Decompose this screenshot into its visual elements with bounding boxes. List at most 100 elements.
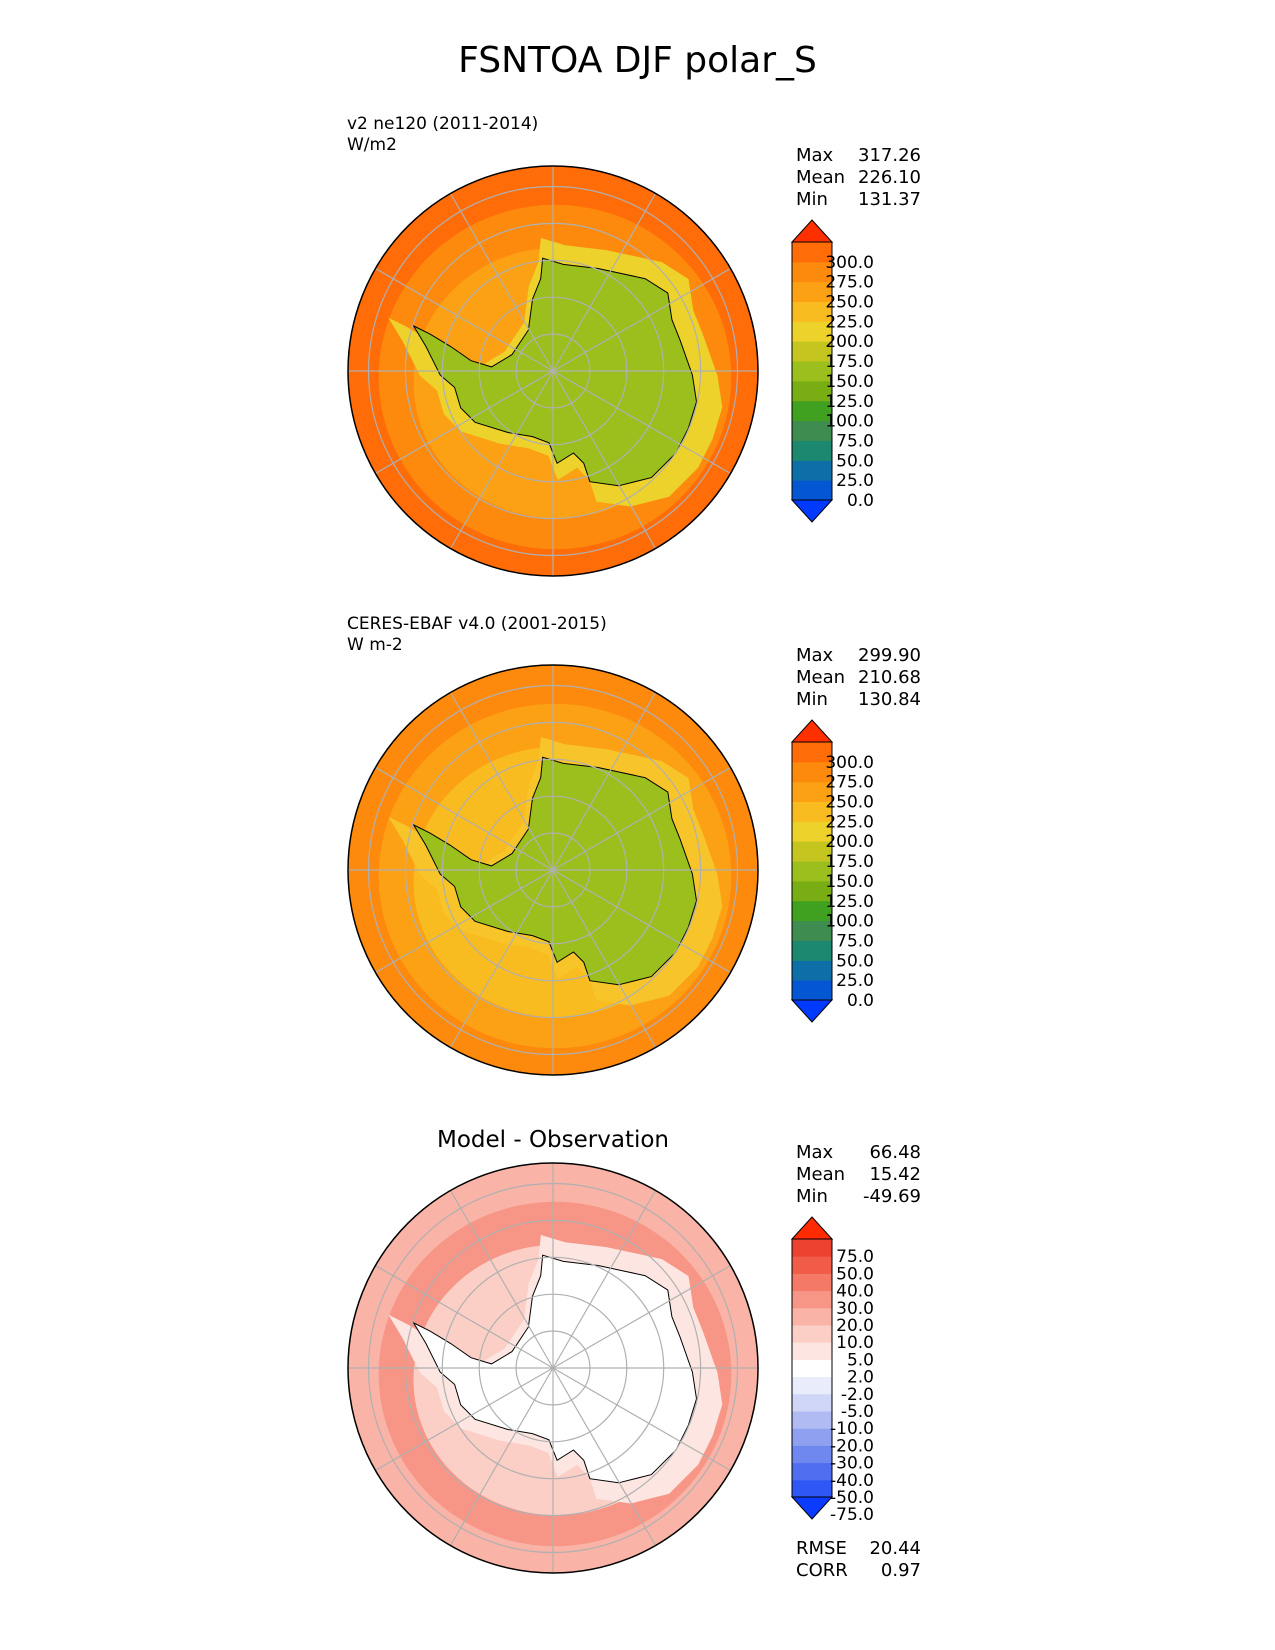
colorbar-segment bbox=[792, 321, 832, 342]
colorbar-tick-label: 25.0 bbox=[836, 471, 874, 491]
colorbar-extend-min bbox=[790, 999, 834, 1023]
meridian-line bbox=[449, 1190, 554, 1369]
colorbar-tick-label: 25.0 bbox=[836, 971, 874, 991]
colorbar-tick-label: 150.0 bbox=[825, 872, 874, 892]
meridian-line bbox=[375, 267, 554, 372]
max-label: Max bbox=[796, 1142, 834, 1163]
colorbar-tick-label: 250.0 bbox=[825, 293, 874, 313]
panel3-metrics: RMSE 20.44 CORR 0.97 bbox=[796, 1538, 921, 1582]
colorbar-tick-label: 275.0 bbox=[825, 273, 874, 293]
colorbar-tick-label: 2.0 bbox=[847, 1368, 874, 1388]
colorbar-segment bbox=[792, 781, 832, 803]
colorbar-tick-label: -20.0 bbox=[830, 1436, 874, 1456]
colorbar-segment bbox=[792, 380, 832, 402]
colorbar-frame bbox=[791, 1238, 833, 1498]
colorbar-segment bbox=[792, 242, 832, 263]
meridian-line bbox=[449, 193, 554, 372]
colorbar-segment bbox=[792, 261, 832, 283]
colorbar-segment bbox=[792, 742, 832, 763]
colorbar-tick-label: 10.0 bbox=[836, 1333, 874, 1353]
panel3-map-svg bbox=[347, 1162, 759, 1574]
panel2-map-svg bbox=[347, 664, 759, 1076]
map-boundary bbox=[347, 664, 759, 1076]
panel3-max-value: 66.48 bbox=[869, 1142, 921, 1163]
colorbar-segment bbox=[792, 861, 832, 882]
map-boundary bbox=[347, 165, 759, 577]
colorbar-segment bbox=[792, 1376, 832, 1395]
colorbar-segment bbox=[792, 980, 832, 1001]
graticule bbox=[348, 166, 758, 576]
colorbar-segment bbox=[792, 301, 832, 322]
panel2-min-value: 130.84 bbox=[858, 689, 921, 710]
meridian-line bbox=[552, 692, 657, 871]
colorbar-tick-label: 125.0 bbox=[825, 392, 874, 412]
panel2-polar-map bbox=[346, 663, 760, 1077]
colorbar-segment bbox=[792, 341, 832, 362]
colorbar-segment bbox=[792, 1325, 832, 1343]
colorbar-segment bbox=[792, 1273, 832, 1292]
meridian-line bbox=[552, 370, 731, 475]
meridian-line bbox=[552, 267, 731, 372]
colorbar-tick-label: 200.0 bbox=[825, 832, 874, 852]
panel1-min-value: 131.37 bbox=[858, 189, 921, 210]
panel1-colorbar-svg: 300.0275.0250.0225.0200.0175.0150.0125.0… bbox=[790, 219, 874, 523]
colorbar-frame bbox=[791, 741, 833, 1001]
colorbar-extend-max bbox=[790, 219, 834, 243]
colorbar-tick-label: -30.0 bbox=[830, 1454, 874, 1474]
colorbar-tick-label: 50.0 bbox=[836, 451, 874, 471]
rmse-value: 20.44 bbox=[869, 1538, 921, 1559]
min-label: Min bbox=[796, 189, 828, 210]
colorbar-segment bbox=[792, 1445, 832, 1464]
max-label: Max bbox=[796, 145, 834, 166]
meridian-line bbox=[552, 193, 657, 372]
colorbar-tick-label: 40.0 bbox=[836, 1282, 874, 1302]
panel3-colorbar-svg: 75.050.040.030.020.010.05.02.0-2.0-5.0-1… bbox=[790, 1216, 874, 1525]
colorbar-tick-label: 225.0 bbox=[825, 812, 874, 832]
panel2-max-value: 299.90 bbox=[858, 645, 921, 666]
colorbar-tick-label: -75.0 bbox=[830, 1505, 874, 1525]
colorbar-tick-label: 20.0 bbox=[836, 1316, 874, 1336]
colorbar-segment bbox=[792, 1393, 832, 1412]
meridian-line bbox=[552, 1367, 731, 1472]
colorbar-tick-label: 300.0 bbox=[825, 253, 874, 273]
colorbar-tick-label: 300.0 bbox=[825, 753, 874, 773]
panel2-title: CERES-EBAF v4.0 (2001-2015) bbox=[347, 614, 607, 634]
max-label: Max bbox=[796, 645, 834, 666]
panel3-mean-value: 15.42 bbox=[869, 1164, 921, 1185]
colorbar-segment bbox=[792, 821, 832, 842]
meridian-line bbox=[552, 869, 657, 1048]
panel3-stats: Max 66.48 Mean 15.42 Min -49.69 bbox=[796, 1142, 921, 1208]
colorbar-segment bbox=[792, 281, 832, 303]
colorbar-tick-label: -5.0 bbox=[841, 1402, 874, 1422]
colorbar-tick-label: 0.0 bbox=[847, 991, 874, 1011]
meridian-line bbox=[449, 370, 554, 549]
panel1-units: W/m2 bbox=[347, 135, 397, 155]
colorbar-extend-max bbox=[790, 719, 834, 743]
colorbar-segment bbox=[792, 460, 832, 481]
colorbar-extend-max bbox=[790, 1216, 834, 1240]
panel1-max-value: 317.26 bbox=[858, 145, 921, 166]
panel1-stats: Max 317.26 Mean 226.10 Min 131.37 bbox=[796, 145, 921, 211]
colorbar-segment bbox=[792, 900, 832, 922]
colorbar-segment bbox=[792, 880, 832, 902]
colorbar-tick-label: 250.0 bbox=[825, 793, 874, 813]
mean-label: Mean bbox=[796, 667, 846, 688]
panel1-mean-value: 226.10 bbox=[858, 167, 921, 188]
colorbar-segment bbox=[792, 1479, 832, 1498]
meridian-line bbox=[552, 370, 657, 549]
meridian-line bbox=[375, 1264, 554, 1369]
colorbar-extend-min bbox=[790, 1496, 834, 1520]
graticule bbox=[348, 1163, 758, 1573]
meridian-line bbox=[375, 766, 554, 871]
colorbar-segment bbox=[792, 1342, 832, 1360]
colorbar-tick-label: 200.0 bbox=[825, 332, 874, 352]
panel2-colorbar: 300.0 275.0 250.0 225.0 200.0 175.0 150.0 125.0… bbox=[790, 719, 920, 1023]
colorbar-segment bbox=[792, 801, 832, 822]
meridian-line bbox=[375, 869, 554, 974]
mean-label: Mean bbox=[796, 1164, 846, 1185]
colorbar-segment bbox=[792, 960, 832, 981]
panel3-title: Model - Observation bbox=[436, 1127, 670, 1153]
colorbar-tick-label: 0.0 bbox=[847, 491, 874, 511]
colorbar-segment bbox=[792, 1307, 832, 1326]
colorbar-tick-label: 5.0 bbox=[847, 1350, 874, 1370]
